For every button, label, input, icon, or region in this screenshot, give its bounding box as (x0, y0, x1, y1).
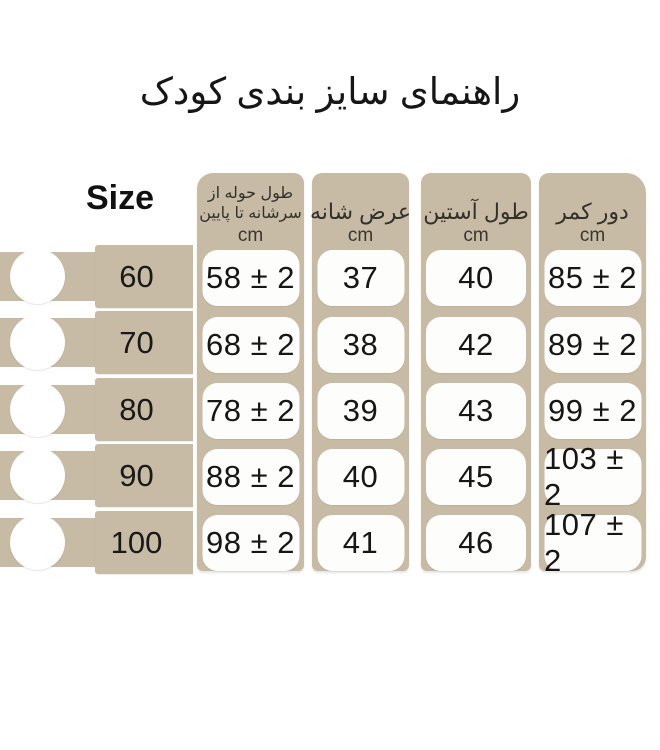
size-value: 60 (119, 259, 154, 294)
size-row-100: 100 (0, 511, 193, 574)
cell-waist-size-90: 103 ± 2 (544, 441, 641, 512)
size-row-80: 80 (0, 378, 193, 441)
column-towel-length-label: طول حوله از سرشانه تا پایین (199, 184, 302, 226)
column-towel-length-header: طول حوله از سرشانه تا پایین cm (197, 173, 304, 250)
tag-hole-icon (10, 448, 65, 503)
cell-towel-length-size-60: 58 ± 2 (202, 250, 299, 306)
column-waist: دور کمر cm 85 ± 2 89 ± 2 99 ± 2 103 ± 2 … (539, 173, 646, 578)
tag-body (95, 311, 193, 374)
column-waist-label: دور کمر (556, 198, 629, 224)
column-towel-length-label-line1: طول حوله از (207, 184, 294, 202)
cell-sleeve-length-size-80: 43 (426, 383, 526, 439)
size-value: 90 (119, 458, 154, 493)
tag-hole-icon (10, 315, 65, 370)
size-value: 70 (119, 325, 154, 360)
cell-sleeve-length-size-70: 42 (426, 317, 526, 373)
size-column-header: Size (85, 179, 155, 217)
tag-hole-icon (10, 382, 65, 437)
cell-towel-length-size-100: 98 ± 2 (202, 515, 299, 571)
tag-body (95, 245, 193, 308)
cell-shoulder-width-size-90: 40 (317, 449, 404, 505)
column-towel-length-unit: cm (237, 225, 264, 247)
cell-waist-size-70: 89 ± 2 (544, 317, 641, 373)
column-waist-unit: cm (579, 225, 606, 247)
cell-towel-length-size-80: 78 ± 2 (202, 383, 299, 439)
cell-towel-length-size-90: 88 ± 2 (202, 449, 299, 505)
column-sleeve-length-header: طول آستین cm (421, 173, 531, 250)
tag-hole-icon (10, 249, 65, 304)
page-title: راهنمای سایز بندی کودک (139, 71, 521, 112)
column-sleeve-length-label: طول آستین (423, 198, 529, 224)
column-shoulder-width: عرض شانه cm 37 38 39 40 41 (309, 173, 412, 571)
cell-towel-length-size-70: 68 ± 2 (202, 317, 299, 373)
column-shoulder-width-header: عرض شانه cm (309, 173, 412, 250)
size-value: 100 (110, 525, 163, 560)
cell-sleeve-length-size-100: 46 (426, 515, 526, 571)
cell-waist-size-100: 107 ± 2 (544, 507, 641, 578)
size-row-70: 70 (0, 311, 193, 374)
cell-sleeve-length-size-60: 40 (426, 250, 526, 306)
column-sleeve-length: طول آستین cm 40 42 43 45 46 (421, 173, 531, 571)
size-row-60: 60 (0, 245, 193, 308)
cell-shoulder-width-size-100: 41 (317, 515, 404, 571)
column-shoulder-width-label: عرض شانه (309, 198, 412, 224)
size-value: 80 (119, 392, 154, 427)
tag-body (95, 378, 193, 441)
tag-body (95, 444, 193, 507)
size-row-90: 90 (0, 444, 193, 507)
column-towel-length: طول حوله از سرشانه تا پایین cm 58 ± 2 68… (197, 173, 304, 571)
cell-waist-size-80: 99 ± 2 (544, 383, 641, 439)
cell-shoulder-width-size-60: 37 (317, 250, 404, 306)
tag-body (95, 511, 193, 574)
column-towel-length-label-line2: سرشانه تا پایین (199, 205, 302, 223)
column-sleeve-length-unit: cm (463, 225, 489, 247)
cell-waist-size-60: 85 ± 2 (544, 250, 641, 306)
column-waist-header: دور کمر cm (539, 173, 646, 250)
cell-shoulder-width-size-80: 39 (317, 383, 404, 439)
column-shoulder-width-unit: cm (347, 225, 374, 247)
tag-hole-icon (10, 515, 65, 570)
cell-shoulder-width-size-70: 38 (317, 317, 404, 373)
cell-sleeve-length-size-90: 45 (426, 449, 526, 505)
